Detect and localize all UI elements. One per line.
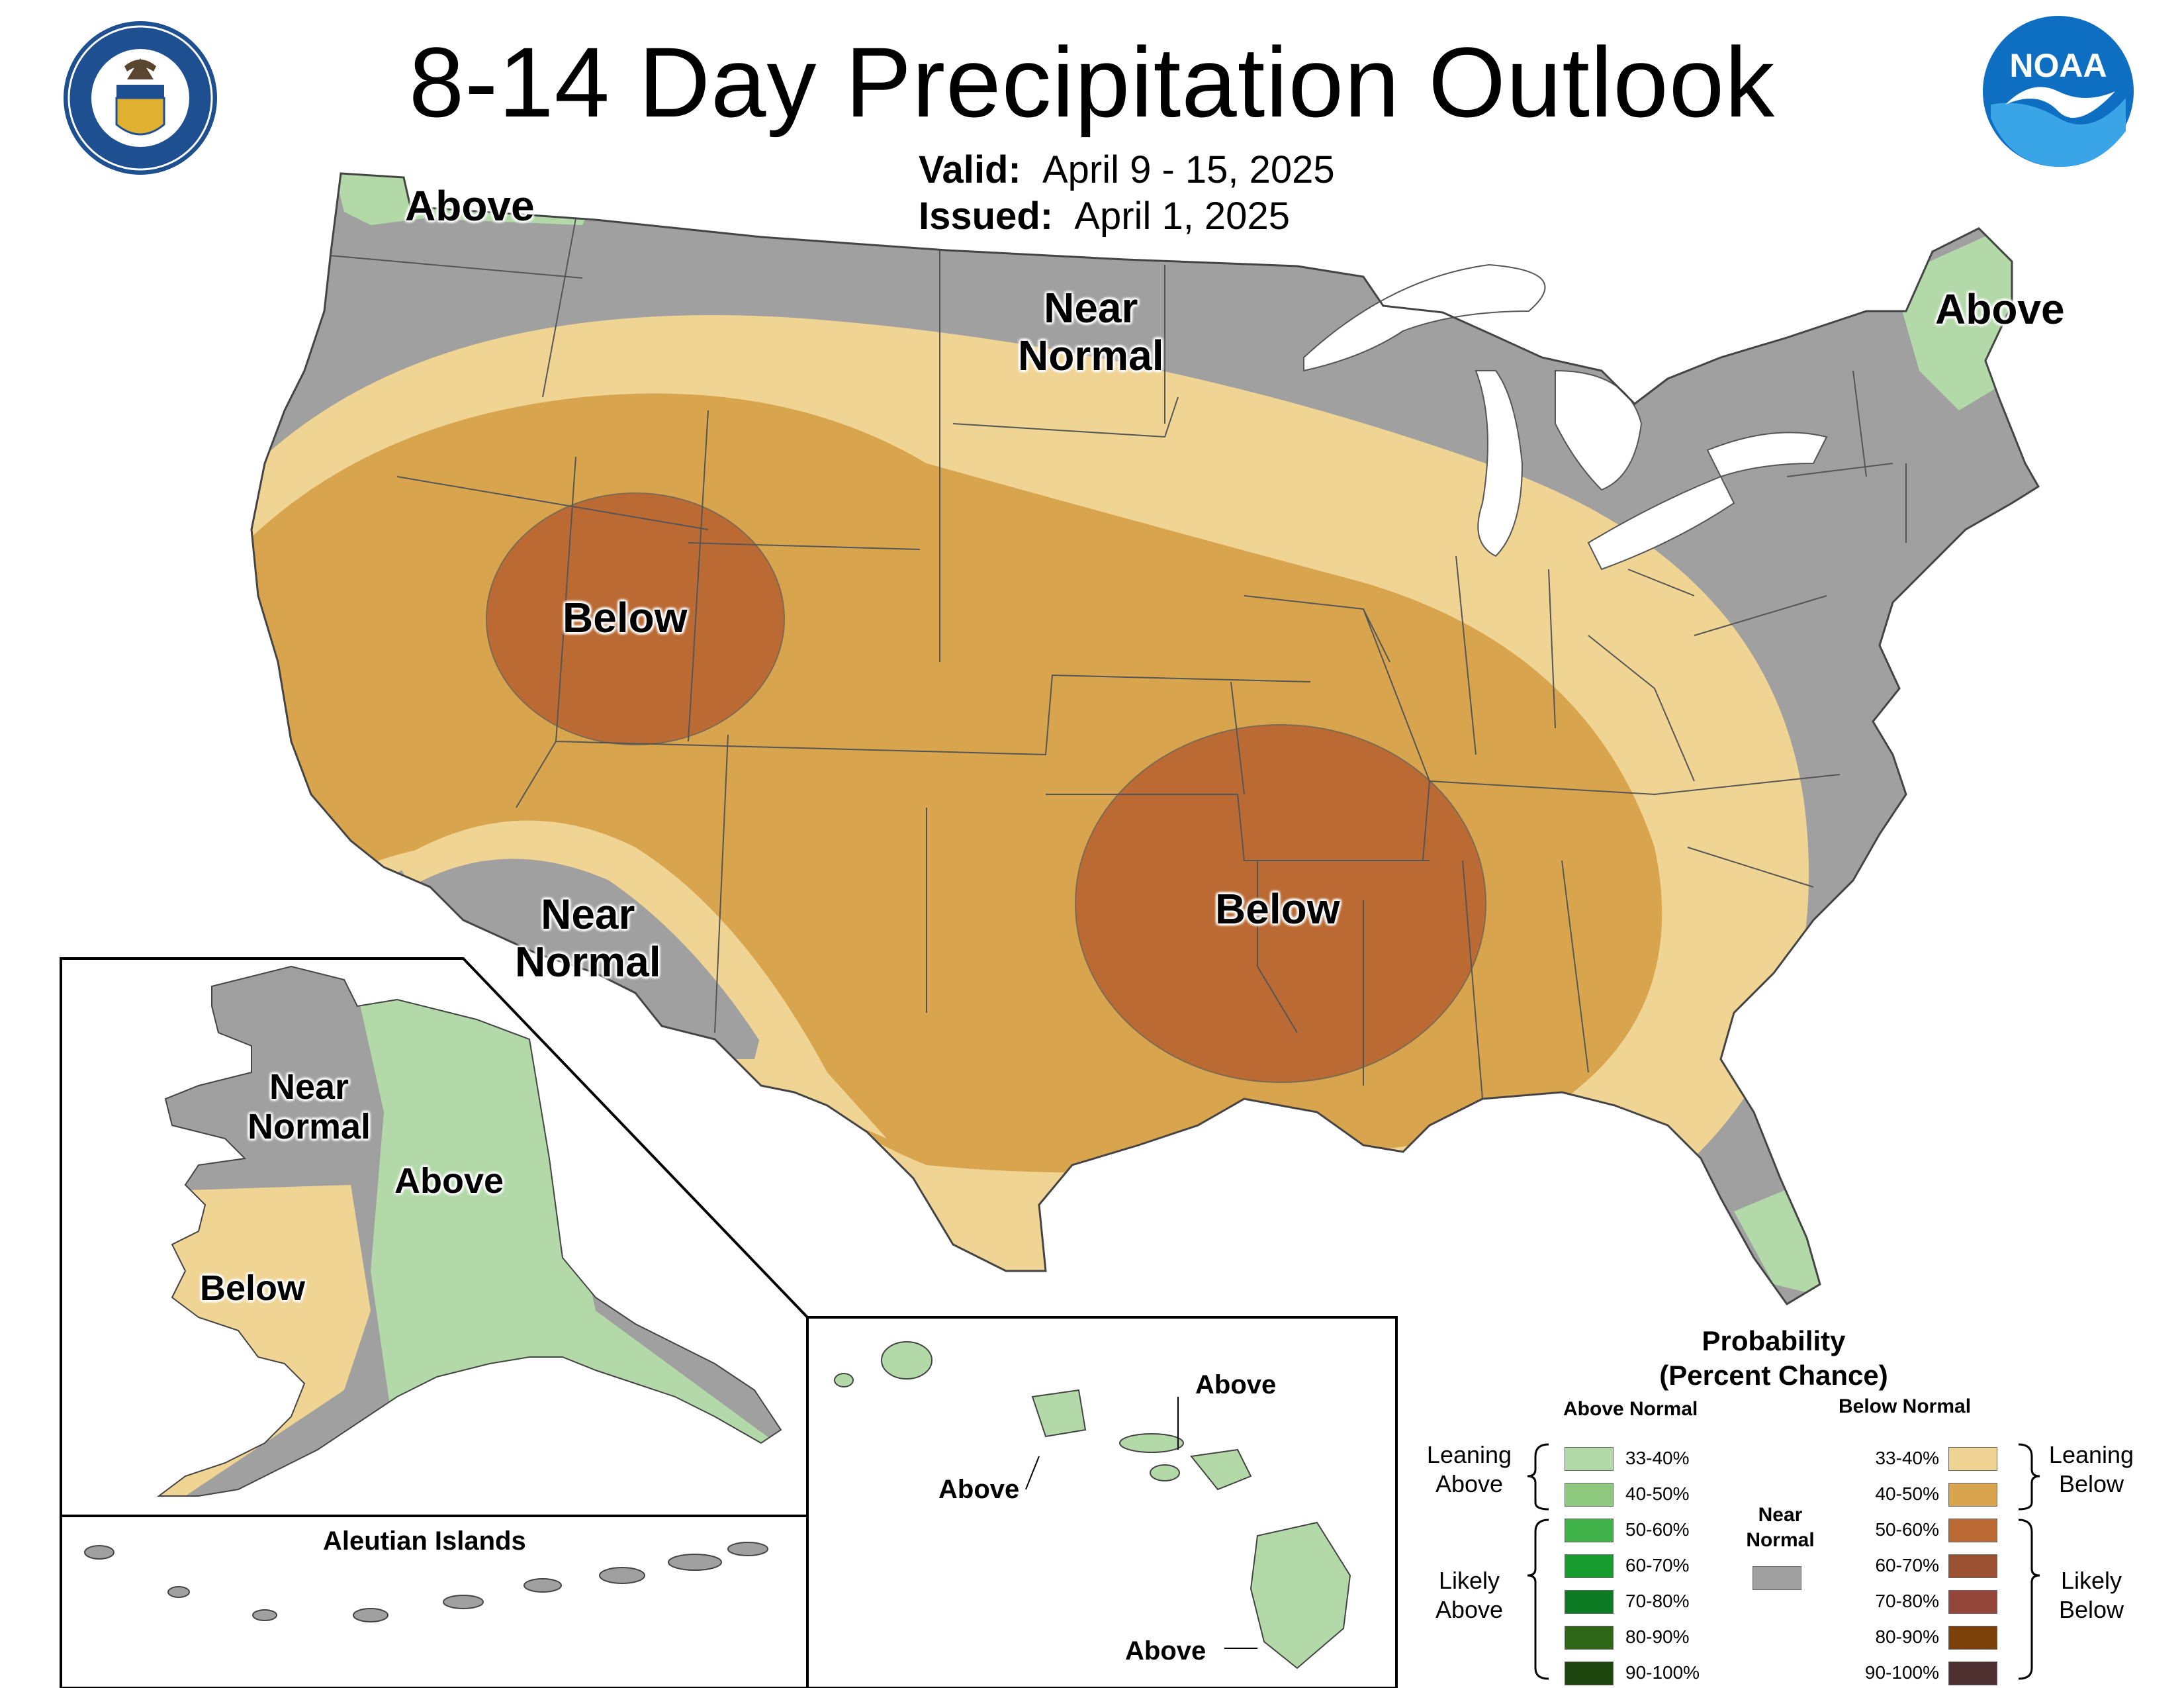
legend-above-range-4: 70-80% xyxy=(1625,1591,1690,1611)
label-hi-above-3: Above xyxy=(1125,1636,1206,1665)
issued-label: Issued: xyxy=(919,195,1054,238)
label-hi-above-2: Above xyxy=(938,1475,1020,1504)
legend-below-range-1: 40-50% xyxy=(1875,1483,1939,1504)
legend-above-range-0: 33-40% xyxy=(1625,1448,1690,1468)
legend-below-swatch-3 xyxy=(1948,1554,1997,1578)
noaa-logo-text: NOAA xyxy=(2009,47,2107,84)
legend-near-swatch xyxy=(1752,1566,1801,1590)
page-title: 8-14 Day Precipitation Outlook xyxy=(408,26,1776,138)
legend-above-swatch-6 xyxy=(1565,1662,1614,1685)
legend-below-swatch-1 xyxy=(1948,1483,1997,1507)
legend-title: Probability (Percent Chance) xyxy=(1659,1325,1888,1391)
valid-label: Valid: xyxy=(919,148,1021,191)
legend-above-swatch-2 xyxy=(1565,1519,1614,1542)
legend-below-swatch-4 xyxy=(1948,1590,1997,1614)
label-hi-above-1: Above xyxy=(1195,1370,1277,1399)
label-ak-below: Below xyxy=(200,1268,306,1308)
legend-above-swatch-0 xyxy=(1565,1447,1614,1471)
label-north-near-normal: Near Normal xyxy=(1018,284,1164,379)
label-ne-above: Above xyxy=(1935,285,2065,333)
legend-below-range-3: 60-70% xyxy=(1875,1555,1939,1575)
label-sw-near-normal: Near Normal xyxy=(515,890,661,986)
legend-above-range-6: 90-100% xyxy=(1625,1662,1700,1683)
legend-likely-below: Likely Below xyxy=(2058,1567,2124,1623)
legend-likely-above: Likely Above xyxy=(1435,1567,1504,1623)
valid-dates: Valid: April 9 - 15, 2025 Issued: April … xyxy=(919,147,1335,240)
legend-leaning-below: Leaning Below xyxy=(2048,1441,2134,1497)
legend-below-swatch-2 xyxy=(1948,1519,1997,1542)
legend-below-swatch-5 xyxy=(1948,1626,1997,1650)
legend-leaning-above: Leaning Above xyxy=(1426,1441,1512,1497)
legend-near-header: Near Normal xyxy=(1746,1504,1815,1551)
legend-below-swatch-6 xyxy=(1948,1662,1997,1685)
label-aleutian-islands: Aleutian Islands xyxy=(323,1526,526,1556)
legend-above-swatch-3 xyxy=(1565,1554,1614,1578)
label-south-below: Below xyxy=(1215,885,1340,933)
legend-above-range-3: 60-70% xyxy=(1625,1555,1690,1575)
legend-below-range-5: 80-90% xyxy=(1875,1626,1939,1647)
legend-below-range-6: 90-100% xyxy=(1864,1662,1939,1683)
label-nw-above: Above xyxy=(405,182,535,230)
legend-above-swatch-1 xyxy=(1565,1483,1614,1507)
legend-below-range-2: 50-60% xyxy=(1875,1519,1939,1540)
label-ak-near-normal: Near Normal xyxy=(248,1067,371,1147)
valid-value: April 9 - 15, 2025 xyxy=(1042,148,1335,191)
issued-value: April 1, 2025 xyxy=(1074,195,1290,238)
legend-below-range-4: 70-80% xyxy=(1875,1591,1939,1611)
legend-above-range-1: 40-50% xyxy=(1625,1483,1690,1504)
department-of-commerce-seal xyxy=(64,21,217,175)
legend-above-range-5: 80-90% xyxy=(1625,1626,1690,1647)
legend-below-range-0: 33-40% xyxy=(1875,1448,1939,1468)
legend-below-braces xyxy=(2018,1443,2040,1680)
legend-above-header: Above Normal xyxy=(1563,1398,1698,1420)
legend-below-swatch-0 xyxy=(1948,1447,1997,1471)
legend-above-swatch-4 xyxy=(1565,1590,1614,1614)
label-west-below: Below xyxy=(563,594,688,641)
legend-above-swatch-5 xyxy=(1565,1626,1614,1650)
noaa-logo: NOAA xyxy=(1983,16,2134,167)
label-ak-above: Above xyxy=(394,1161,504,1201)
legend-above-braces xyxy=(1527,1443,1549,1680)
aleutian-islands-map xyxy=(84,1542,768,1622)
great-lakes xyxy=(1303,263,1828,571)
legend-above-range-2: 50-60% xyxy=(1625,1519,1690,1540)
state-boundaries xyxy=(284,218,1907,1100)
hawaii-map xyxy=(834,1341,1351,1669)
legend-below-header: Below Normal xyxy=(1839,1395,1972,1417)
